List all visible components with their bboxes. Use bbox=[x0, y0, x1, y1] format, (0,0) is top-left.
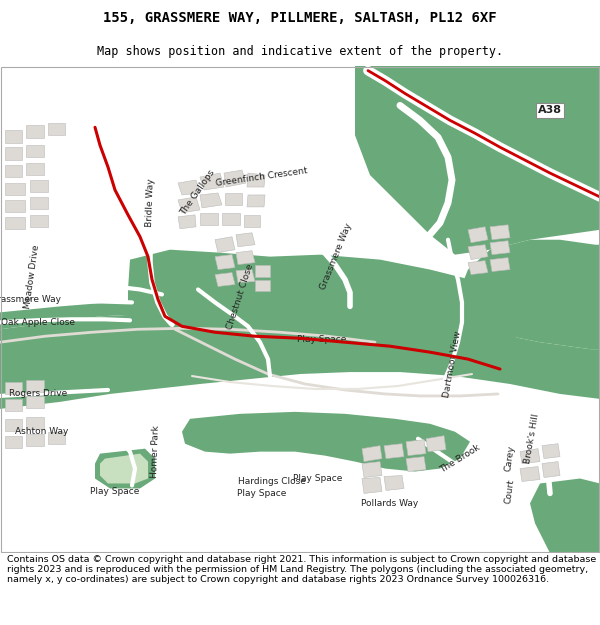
Polygon shape bbox=[468, 261, 488, 274]
Polygon shape bbox=[236, 232, 255, 247]
Polygon shape bbox=[247, 195, 265, 207]
Polygon shape bbox=[5, 217, 25, 229]
Polygon shape bbox=[128, 249, 520, 374]
Polygon shape bbox=[5, 382, 22, 394]
Polygon shape bbox=[5, 200, 25, 212]
Polygon shape bbox=[26, 434, 44, 446]
Polygon shape bbox=[542, 444, 560, 459]
Polygon shape bbox=[30, 197, 48, 209]
Polygon shape bbox=[30, 215, 48, 227]
Polygon shape bbox=[48, 432, 65, 444]
Text: 155, GRASSMERE WAY, PILLMERE, SALTASH, PL12 6XF: 155, GRASSMERE WAY, PILLMERE, SALTASH, P… bbox=[103, 11, 497, 26]
Polygon shape bbox=[100, 454, 148, 484]
Text: Court: Court bbox=[504, 479, 516, 504]
Polygon shape bbox=[26, 396, 44, 408]
Polygon shape bbox=[406, 457, 426, 471]
Text: Carey: Carey bbox=[504, 445, 516, 472]
Polygon shape bbox=[520, 449, 540, 464]
Polygon shape bbox=[362, 462, 382, 478]
Text: Chestnut Close: Chestnut Close bbox=[225, 262, 255, 331]
Polygon shape bbox=[222, 213, 240, 225]
Text: Map shows position and indicative extent of the property.: Map shows position and indicative extent… bbox=[97, 45, 503, 58]
Text: Play Space: Play Space bbox=[238, 489, 287, 498]
Text: The Brook: The Brook bbox=[439, 442, 482, 474]
Text: Hardings Close: Hardings Close bbox=[238, 477, 306, 486]
Polygon shape bbox=[520, 467, 540, 481]
Polygon shape bbox=[490, 258, 510, 272]
Text: Grassmere Way: Grassmere Way bbox=[0, 295, 61, 304]
Polygon shape bbox=[5, 436, 22, 447]
Text: Greenfinch Crescent: Greenfinch Crescent bbox=[215, 166, 308, 188]
Text: Bridle Way: Bridle Way bbox=[145, 179, 155, 227]
Text: Oak Apple Close: Oak Apple Close bbox=[1, 318, 75, 327]
Polygon shape bbox=[215, 272, 235, 286]
Polygon shape bbox=[490, 225, 510, 240]
Polygon shape bbox=[5, 183, 25, 195]
Polygon shape bbox=[406, 440, 426, 456]
Polygon shape bbox=[384, 476, 404, 491]
Polygon shape bbox=[247, 173, 265, 187]
Polygon shape bbox=[5, 148, 22, 160]
Polygon shape bbox=[362, 446, 382, 462]
Polygon shape bbox=[0, 302, 140, 329]
Polygon shape bbox=[95, 449, 155, 489]
Polygon shape bbox=[468, 227, 488, 242]
Text: Brook's Hill: Brook's Hill bbox=[523, 413, 541, 464]
Text: Pollards Way: Pollards Way bbox=[361, 499, 419, 508]
Polygon shape bbox=[26, 380, 44, 392]
Polygon shape bbox=[178, 215, 196, 229]
Polygon shape bbox=[178, 197, 200, 213]
Text: Grassmere Way: Grassmere Way bbox=[319, 222, 353, 291]
Text: Rogers Drive: Rogers Drive bbox=[9, 389, 67, 399]
Polygon shape bbox=[48, 123, 65, 135]
Polygon shape bbox=[225, 193, 242, 205]
Polygon shape bbox=[468, 245, 488, 259]
Polygon shape bbox=[236, 269, 255, 282]
Polygon shape bbox=[530, 479, 600, 553]
Polygon shape bbox=[26, 126, 44, 138]
Polygon shape bbox=[244, 215, 260, 227]
Polygon shape bbox=[5, 130, 22, 143]
Polygon shape bbox=[5, 419, 22, 431]
Text: Ashton Way: Ashton Way bbox=[16, 428, 68, 436]
Polygon shape bbox=[215, 237, 235, 252]
Text: Play Space: Play Space bbox=[293, 474, 343, 483]
Polygon shape bbox=[460, 240, 600, 349]
Polygon shape bbox=[362, 478, 382, 493]
Polygon shape bbox=[236, 251, 255, 264]
Text: A38: A38 bbox=[538, 106, 562, 116]
Polygon shape bbox=[0, 312, 600, 409]
Polygon shape bbox=[355, 66, 600, 254]
Polygon shape bbox=[224, 170, 246, 187]
Polygon shape bbox=[200, 213, 218, 225]
Text: Play Space: Play Space bbox=[91, 487, 140, 496]
Polygon shape bbox=[26, 145, 44, 157]
Polygon shape bbox=[5, 165, 22, 177]
Polygon shape bbox=[255, 264, 270, 276]
Polygon shape bbox=[26, 417, 44, 429]
Polygon shape bbox=[30, 180, 48, 192]
Polygon shape bbox=[490, 241, 510, 254]
Polygon shape bbox=[384, 444, 404, 459]
Polygon shape bbox=[200, 193, 222, 208]
Text: Play Space: Play Space bbox=[298, 335, 347, 344]
Polygon shape bbox=[26, 163, 44, 175]
Text: The Gallops: The Gallops bbox=[179, 169, 217, 217]
Polygon shape bbox=[5, 399, 22, 411]
Polygon shape bbox=[200, 173, 224, 190]
Polygon shape bbox=[542, 462, 560, 478]
Polygon shape bbox=[215, 254, 235, 269]
Text: Dartmoor View: Dartmoor View bbox=[442, 330, 463, 398]
Text: Meadow Drive: Meadow Drive bbox=[23, 244, 41, 309]
Polygon shape bbox=[178, 180, 200, 195]
Text: Homer Park: Homer Park bbox=[149, 425, 160, 478]
Polygon shape bbox=[182, 412, 470, 471]
Polygon shape bbox=[426, 436, 446, 452]
Text: Contains OS data © Crown copyright and database right 2021. This information is : Contains OS data © Crown copyright and d… bbox=[7, 554, 596, 584]
Polygon shape bbox=[255, 279, 270, 291]
